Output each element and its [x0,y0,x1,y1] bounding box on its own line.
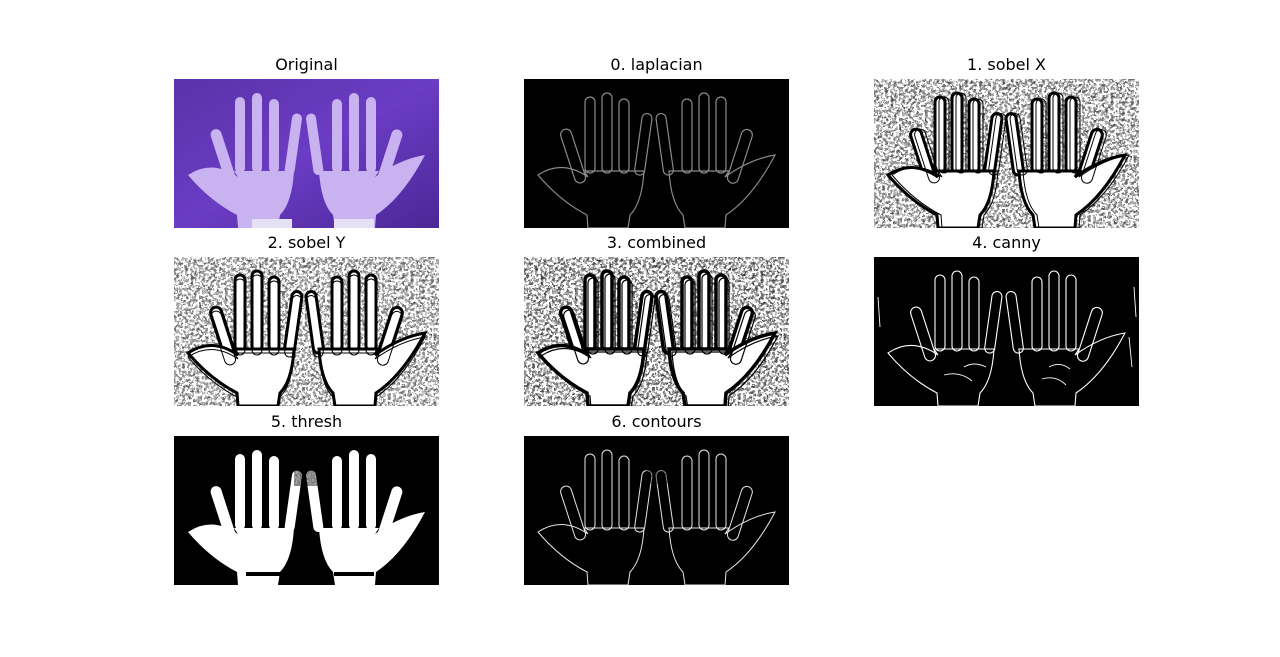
laplacian-edges-image [524,79,789,228]
canny-edges-image [874,257,1139,406]
sobel-x-gradient-image [874,79,1139,228]
contours-outline-image [524,436,789,585]
original-color-hands-photo [174,79,439,228]
combined-gradient-image [524,257,789,406]
sobel-y-gradient-image [174,257,439,406]
panel-title: 3. combined [524,234,789,252]
panel-title: 4. canny [874,234,1139,252]
panel-title: 2. sobel Y [174,234,439,252]
threshold-binary-image [174,436,439,585]
panel-title: Original [174,56,439,74]
panel-title: 1. sobel X [874,56,1139,74]
panel-title: 0. laplacian [524,56,789,74]
panel-title: 6. contours [524,413,789,431]
panel-title: 5. thresh [174,413,439,431]
